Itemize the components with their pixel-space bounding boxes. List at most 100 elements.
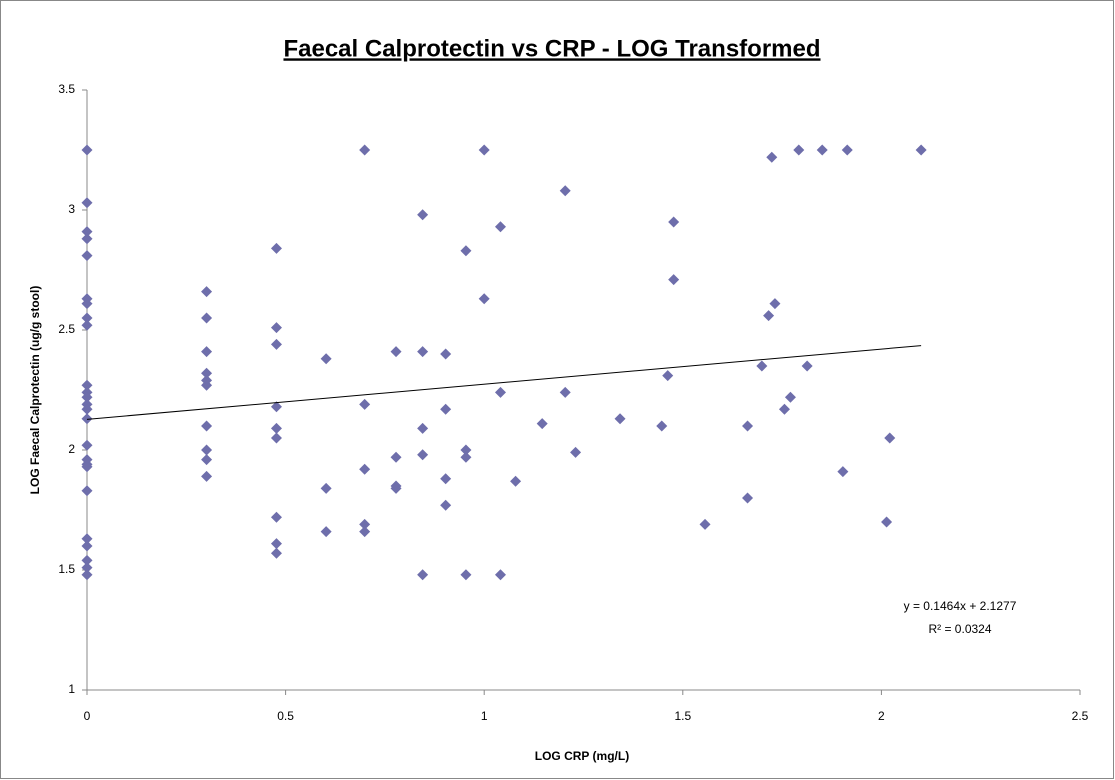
data-point bbox=[359, 526, 371, 538]
data-point bbox=[884, 432, 896, 444]
data-point bbox=[81, 391, 93, 403]
data-point bbox=[81, 540, 93, 552]
y-tick-label: 2.5 bbox=[58, 322, 75, 336]
data-point bbox=[915, 144, 927, 156]
x-tick-label: 2 bbox=[878, 709, 885, 723]
data-point bbox=[881, 516, 893, 528]
data-point bbox=[784, 391, 796, 403]
data-point bbox=[81, 233, 93, 245]
data-point bbox=[699, 518, 711, 530]
data-point bbox=[440, 348, 452, 360]
data-point bbox=[270, 538, 282, 550]
data-point bbox=[559, 185, 571, 197]
data-point bbox=[270, 242, 282, 254]
data-point bbox=[270, 401, 282, 413]
y-tick-label: 2 bbox=[68, 442, 75, 456]
data-point bbox=[390, 346, 402, 358]
chart-title: Faecal Calprotectin vs CRP - LOG Transfo… bbox=[283, 35, 820, 62]
y-tick-label: 3.5 bbox=[58, 82, 75, 96]
data-point bbox=[81, 144, 93, 156]
y-tick-label: 3 bbox=[68, 202, 75, 216]
data-point bbox=[201, 454, 213, 466]
data-point bbox=[81, 439, 93, 451]
data-point bbox=[81, 298, 93, 310]
data-point bbox=[320, 353, 332, 365]
data-point bbox=[816, 144, 828, 156]
data-point bbox=[81, 226, 93, 238]
x-tick-label: 1 bbox=[481, 709, 488, 723]
data-point bbox=[81, 461, 93, 473]
x-tick-label: 1.5 bbox=[674, 709, 691, 723]
data-point bbox=[81, 485, 93, 497]
data-point bbox=[559, 386, 571, 398]
data-point bbox=[837, 466, 849, 478]
data-point bbox=[81, 554, 93, 566]
data-point bbox=[440, 403, 452, 415]
data-point bbox=[81, 413, 93, 425]
data-point bbox=[81, 379, 93, 391]
data-point bbox=[494, 386, 506, 398]
data-point bbox=[201, 379, 213, 391]
data-point bbox=[270, 511, 282, 523]
data-point bbox=[417, 209, 429, 221]
data-point bbox=[510, 475, 522, 487]
data-point bbox=[417, 449, 429, 461]
x-axis-label: LOG CRP (mg/L) bbox=[535, 749, 629, 763]
data-point bbox=[662, 370, 674, 382]
data-point bbox=[801, 360, 813, 372]
data-point bbox=[320, 482, 332, 494]
data-point bbox=[769, 298, 781, 310]
data-point bbox=[536, 418, 548, 430]
data-point bbox=[778, 403, 790, 415]
data-point bbox=[201, 312, 213, 324]
data-point bbox=[766, 151, 778, 163]
trendline-equation: y = 0.1464x + 2.1277 bbox=[904, 599, 1017, 613]
data-point bbox=[460, 569, 472, 581]
data-point bbox=[494, 221, 506, 233]
x-tick-label: 2.5 bbox=[1072, 709, 1089, 723]
data-point bbox=[81, 403, 93, 415]
data-point bbox=[320, 526, 332, 538]
data-point bbox=[494, 569, 506, 581]
data-point bbox=[81, 197, 93, 209]
data-point bbox=[201, 346, 213, 358]
data-point bbox=[614, 413, 626, 425]
data-point bbox=[81, 533, 93, 545]
data-point bbox=[201, 444, 213, 456]
x-tick-label: 0 bbox=[84, 709, 91, 723]
data-point bbox=[763, 310, 775, 322]
data-point bbox=[270, 322, 282, 334]
data-point bbox=[359, 463, 371, 475]
data-point bbox=[359, 518, 371, 530]
data-point bbox=[460, 245, 472, 257]
data-point bbox=[756, 360, 768, 372]
data-point bbox=[81, 562, 93, 574]
data-point bbox=[417, 422, 429, 434]
data-point bbox=[417, 569, 429, 581]
data-point bbox=[570, 446, 582, 458]
data-point bbox=[656, 420, 668, 432]
data-point bbox=[440, 499, 452, 511]
data-point bbox=[201, 420, 213, 432]
y-tick-label: 1.5 bbox=[58, 562, 75, 576]
data-point bbox=[668, 274, 680, 286]
data-point bbox=[270, 547, 282, 559]
data-point bbox=[81, 319, 93, 331]
data-point bbox=[201, 470, 213, 482]
data-point bbox=[81, 569, 93, 581]
data-point bbox=[841, 144, 853, 156]
trendline-r2: R² = 0.0324 bbox=[928, 622, 991, 636]
data-point bbox=[359, 398, 371, 410]
data-point bbox=[742, 492, 754, 504]
data-point bbox=[793, 144, 805, 156]
data-point bbox=[478, 144, 490, 156]
data-point bbox=[81, 312, 93, 324]
data-point bbox=[742, 420, 754, 432]
data-point bbox=[390, 482, 402, 494]
data-point bbox=[668, 216, 680, 228]
data-point bbox=[460, 444, 472, 456]
data-point bbox=[440, 473, 452, 485]
